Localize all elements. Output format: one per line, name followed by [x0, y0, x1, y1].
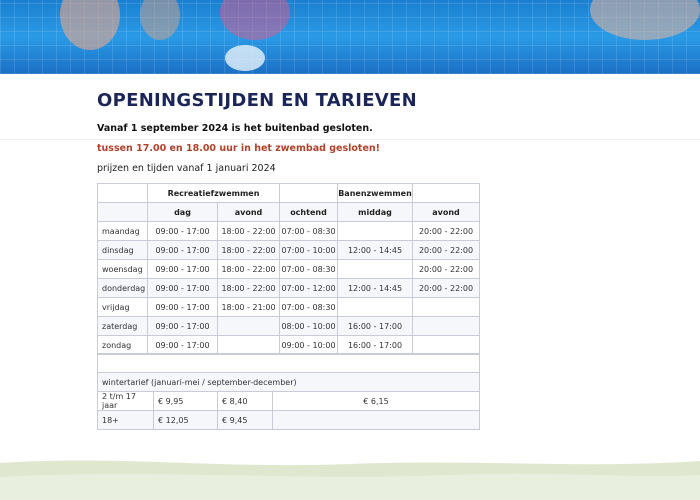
price-cell: € 9,95	[153, 391, 218, 411]
tariff-heading: wintertarief (januari-mei / september-de…	[97, 372, 480, 392]
hero-pool-image	[0, 0, 700, 74]
table-row: vrijdag 09:00 - 17:00 18:00 - 21:00 07:00 -…	[97, 297, 480, 317]
divider	[0, 139, 700, 140]
price-cell: € 6,15	[272, 391, 480, 411]
time-cell: 12:00 - 14:45	[337, 240, 413, 260]
table-row: donderdag 09:00 - 17:00 18:00 - 22:00 07:00…	[97, 278, 480, 298]
intro-text: prijzen en tijden vanaf 1 januari 2024	[97, 163, 276, 174]
table-row: zaterdag 09:00 - 17:00 08:00 - 10:00 16:00 …	[97, 316, 480, 336]
time-cell	[412, 335, 480, 355]
time-cell	[337, 259, 413, 279]
price-cell	[272, 410, 480, 430]
header-empty	[97, 183, 148, 203]
time-cell	[412, 316, 480, 336]
age-label: 2 t/m 17 jaar	[97, 391, 154, 411]
tariff-row: 18+ € 12,05 € 9,45	[97, 410, 480, 430]
day-label: zaterdag	[97, 316, 148, 336]
time-cell: 09:00 - 10:00	[279, 335, 338, 355]
time-cell: 07:00 - 08:30	[279, 259, 338, 279]
time-cell: 09:00 - 17:00	[147, 335, 218, 355]
footer-wave	[0, 460, 700, 500]
day-label: vrijdag	[97, 297, 148, 317]
time-cell: 09:00 - 17:00	[147, 316, 218, 336]
column-header: avond	[217, 202, 280, 222]
time-cell	[337, 297, 413, 317]
day-label: dinsdag	[97, 240, 148, 260]
column-header: ochtend	[279, 202, 338, 222]
time-cell: 18:00 - 22:00	[217, 278, 280, 298]
column-header: dag	[147, 202, 218, 222]
table-row: zondag 09:00 - 17:00 09:00 - 10:00 16:00 - …	[97, 335, 480, 355]
time-cell	[217, 316, 280, 336]
notice-closing-hours: tussen 17.00 en 18.00 uur in het zwembad…	[97, 143, 380, 154]
tariff-row: 2 t/m 17 jaar € 9,95 € 8,40 € 6,15	[97, 391, 480, 411]
time-cell: 18:00 - 22:00	[217, 240, 280, 260]
time-cell	[337, 221, 413, 241]
time-cell: 09:00 - 17:00	[147, 297, 218, 317]
notice-outdoor-closed: Vanaf 1 september 2024 is het buitenbad …	[97, 123, 373, 134]
page-title: OPENINGSTIJDEN EN TARIEVEN	[97, 90, 417, 111]
time-cell: 08:00 - 10:00	[279, 316, 338, 336]
time-cell: 16:00 - 17:00	[337, 316, 413, 336]
time-cell: 09:00 - 17:00	[147, 240, 218, 260]
header-empty	[97, 202, 148, 222]
day-label: maandag	[97, 221, 148, 241]
price-cell: € 12,05	[153, 410, 218, 430]
time-cell: 20:00 - 22:00	[412, 278, 480, 298]
time-cell: 20:00 - 22:00	[412, 240, 480, 260]
price-cell: € 9,45	[217, 410, 273, 430]
time-cell: 16:00 - 17:00	[337, 335, 413, 355]
time-cell: 20:00 - 22:00	[412, 221, 480, 241]
schedule-table: Recreatiefzwemmen Banenzwemmen dag avond o…	[97, 183, 480, 355]
time-cell: 09:00 - 17:00	[147, 278, 218, 298]
age-label: 18+	[97, 410, 154, 430]
header-empty	[279, 183, 338, 203]
column-header: avond	[412, 202, 480, 222]
day-label: donderdag	[97, 278, 148, 298]
price-cell: € 8,40	[217, 391, 273, 411]
time-cell: 12:00 - 14:45	[337, 278, 413, 298]
day-label: zondag	[97, 335, 148, 355]
time-cell: 09:00 - 17:00	[147, 221, 218, 241]
column-header: middag	[337, 202, 413, 222]
day-label: woensdag	[97, 259, 148, 279]
time-cell: 09:00 - 17:00	[147, 259, 218, 279]
time-cell: 07:00 - 12:00	[279, 278, 338, 298]
table-row: dinsdag 09:00 - 17:00 18:00 - 22:00 07:00 -…	[97, 240, 480, 260]
spacer-row	[97, 353, 480, 373]
time-cell	[217, 335, 280, 355]
time-cell: 07:00 - 08:30	[279, 297, 338, 317]
time-cell	[412, 297, 480, 317]
table-row: maandag 09:00 - 17:00 18:00 - 22:00 07:00 -…	[97, 221, 480, 241]
tariff-table: wintertarief (januari-mei / september-de…	[97, 353, 480, 430]
time-cell: 07:00 - 08:30	[279, 221, 338, 241]
time-cell: 20:00 - 22:00	[412, 259, 480, 279]
time-cell: 18:00 - 22:00	[217, 259, 280, 279]
header-empty	[412, 183, 480, 203]
table-row: woensdag 09:00 - 17:00 18:00 - 22:00 07:00 …	[97, 259, 480, 279]
time-cell: 18:00 - 21:00	[217, 297, 280, 317]
group-header: Banenzwemmen	[337, 183, 413, 203]
group-header: Recreatiefzwemmen	[147, 183, 280, 203]
time-cell: 18:00 - 22:00	[217, 221, 280, 241]
time-cell: 07:00 - 10:00	[279, 240, 338, 260]
